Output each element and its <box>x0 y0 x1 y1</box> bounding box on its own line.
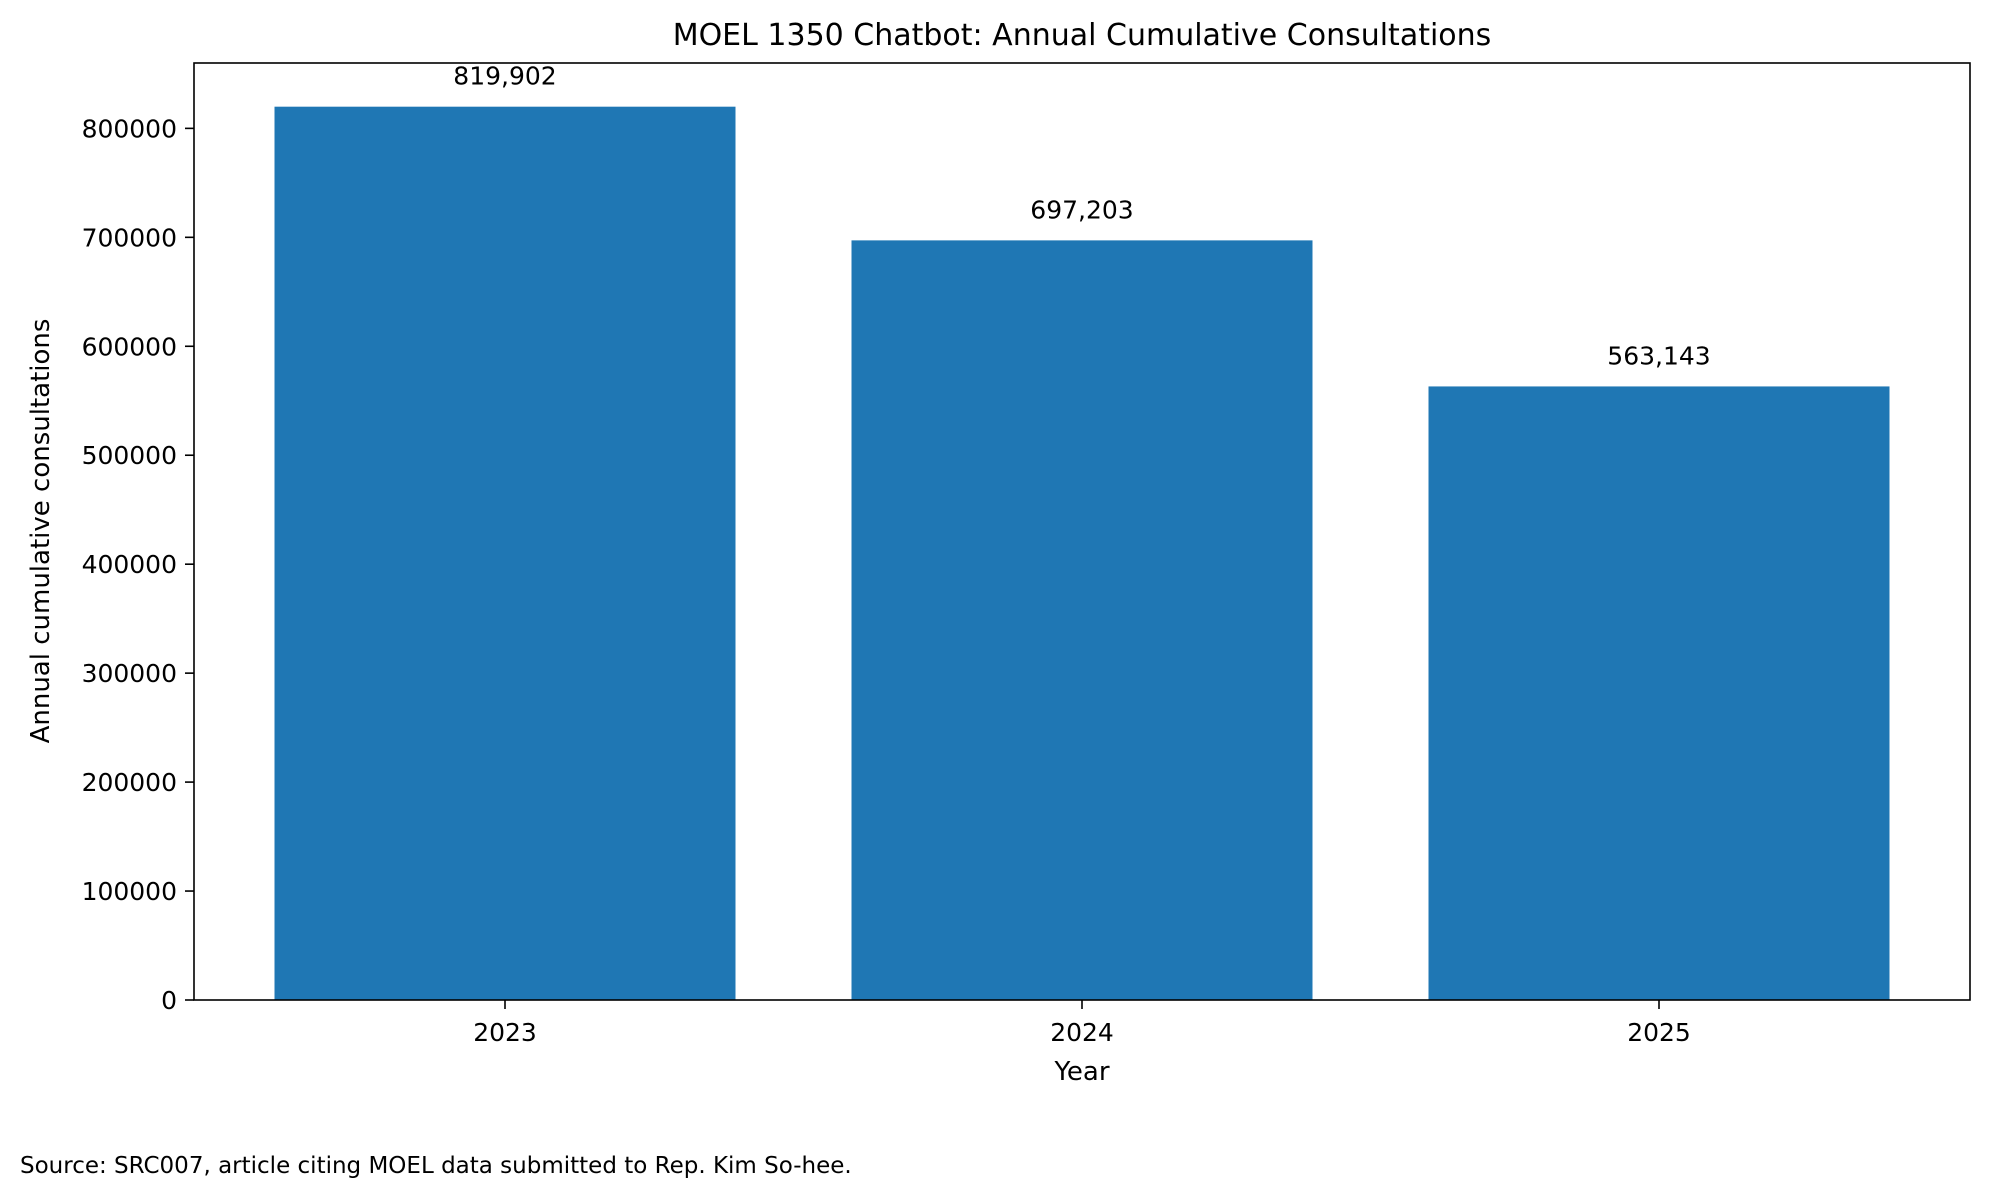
x-tick-label-2025: 2025 <box>1627 1018 1691 1047</box>
source-note: Source: SRC007, article citing MOEL data… <box>20 1153 852 1179</box>
y-tick-label-700000: 700000 <box>82 223 177 252</box>
bar-2025 <box>1428 386 1890 1001</box>
bar-2023 <box>274 106 736 1000</box>
y-tick-label-100000: 100000 <box>82 877 177 906</box>
y-tick-label-400000: 400000 <box>82 550 177 579</box>
x-tick-label-2024: 2024 <box>1050 1018 1114 1047</box>
data-label-2023: 819,902 <box>453 62 556 91</box>
data-label-2024: 697,203 <box>1030 195 1133 224</box>
y-tick-label-0: 0 <box>161 986 177 1015</box>
y-tick-label-500000: 500000 <box>82 441 177 470</box>
y-tick-label-200000: 200000 <box>82 768 177 797</box>
bar-2024 <box>851 240 1313 1000</box>
plot-frame <box>193 62 1971 1001</box>
chart-title: MOEL 1350 Chatbot: Annual Cumulative Con… <box>673 18 1492 53</box>
y-tick-label-800000: 800000 <box>82 114 177 143</box>
y-axis-label: Annual cumulative consultations <box>26 319 56 744</box>
bars-layer: 819,902 697,203 563,143 <box>274 62 1890 1001</box>
data-label-2025: 563,143 <box>1607 341 1710 370</box>
y-tick-label-600000: 600000 <box>82 332 177 361</box>
y-axis: 0 100000 200000 300000 400000 500000 600000 700… <box>82 114 194 1015</box>
y-tick-label-300000: 300000 <box>82 659 177 688</box>
x-tick-label-2023: 2023 <box>473 1018 537 1047</box>
x-axis: 2023 2024 2025 <box>473 1000 1691 1047</box>
x-axis-label: Year <box>1053 1057 1109 1087</box>
